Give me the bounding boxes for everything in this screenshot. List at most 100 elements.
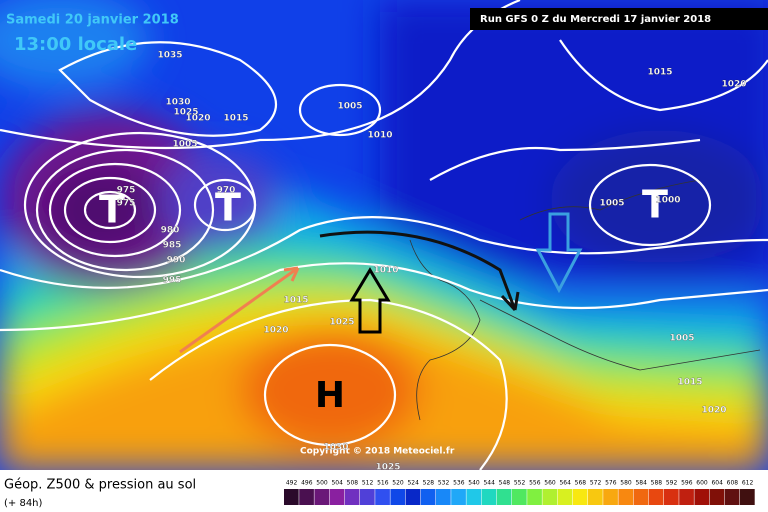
scale-label: 592 — [666, 480, 678, 487]
isobar-label: 995 — [163, 276, 182, 286]
scale-label: 596 — [681, 480, 693, 487]
time-label: 13:00 locale — [14, 34, 137, 55]
isobar-label: 1000 — [655, 196, 680, 206]
scale-cell — [405, 489, 421, 505]
scale-label: 512 — [362, 480, 374, 487]
run-label: Run GFS 0 Z du Mercredi 17 janvier 2018 — [480, 14, 711, 25]
scale-cell — [588, 489, 603, 505]
isobars — [0, 0, 768, 470]
footer-title: Géop. Z500 & pression au sol — [4, 478, 196, 493]
isobar-label: 1010 — [367, 131, 392, 141]
color-scale: 492 496 500 504 508 512 516 520 524 528 532 536 540 5… — [284, 480, 755, 505]
isobar-label: 1010 — [373, 266, 398, 276]
coastlines — [409, 179, 761, 421]
scale-label: 520 — [392, 480, 404, 487]
isobar-label: 985 — [163, 241, 182, 251]
scale-label: 556 — [529, 480, 541, 487]
scale-cell — [466, 489, 482, 505]
scale-label: 504 — [331, 480, 343, 487]
scale-label: 604 — [711, 480, 723, 487]
date-label: Samedi 20 janvier 2018 — [6, 13, 179, 28]
scale-cell — [557, 489, 573, 505]
isobar-label: 980 — [161, 226, 180, 236]
isobar-label: 1035 — [157, 51, 182, 61]
scale-label: 500 — [316, 480, 328, 487]
isobar-label: 1005 — [337, 102, 362, 112]
scale-cell — [664, 489, 679, 505]
scale-cell — [572, 489, 588, 505]
isobar-label: 1020 — [721, 80, 746, 90]
scale-cell — [420, 489, 436, 505]
center-label: H — [315, 375, 345, 416]
scale-label: 564 — [559, 480, 571, 487]
annotations — [179, 212, 583, 354]
scale-label: 536 — [453, 480, 465, 487]
scale-cell — [740, 489, 755, 505]
isobar-label: 975 — [117, 199, 136, 209]
scale-label: 584 — [635, 480, 647, 487]
isobar-label: 1015 — [283, 296, 308, 306]
scale-label: 588 — [651, 480, 663, 487]
isobar-label: 1025 — [329, 318, 354, 328]
scale-cell — [375, 489, 390, 505]
isobar-label: 1005 — [669, 334, 694, 344]
scale-label: 552 — [514, 480, 526, 487]
center-label: T — [99, 188, 125, 232]
footer-lead: (+ 84h) — [4, 498, 43, 509]
scale-label: 572 — [590, 480, 602, 487]
scale-label: 540 — [468, 480, 480, 487]
scale-label: 548 — [499, 480, 511, 487]
scale-label: 608 — [727, 480, 739, 487]
center-label: T — [215, 186, 241, 230]
scale-cell — [512, 489, 527, 505]
scale-cell — [329, 489, 345, 505]
isobar-label: 1020 — [263, 326, 288, 336]
run-box — [470, 8, 768, 30]
scale-cell — [360, 489, 375, 505]
isobar-label: 970 — [217, 186, 236, 196]
scale-cell — [709, 489, 725, 505]
scale-label: 568 — [575, 480, 587, 487]
scale-cell — [527, 489, 542, 505]
scale-cell — [344, 489, 360, 505]
scale-cell — [299, 489, 314, 505]
scale-label: 516 — [377, 480, 389, 487]
scale-cell — [542, 489, 558, 505]
scale-cell — [679, 489, 694, 505]
scale-cell — [648, 489, 664, 505]
isobar-label: 1030 — [323, 443, 348, 453]
scale-cell — [451, 489, 466, 505]
isobar-label: 1025 — [375, 463, 400, 473]
scale-label: 576 — [605, 480, 617, 487]
scale-cell — [633, 489, 649, 505]
center-label: T — [642, 183, 668, 227]
field — [0, 0, 768, 470]
scale-label: 496 — [301, 480, 313, 487]
scale-label: 528 — [423, 480, 435, 487]
scale-label: 612 — [742, 480, 754, 487]
scale-label: 524 — [407, 480, 419, 487]
scale-cell — [724, 489, 740, 505]
isobar-label: 975 — [117, 186, 136, 196]
scale-label: 580 — [620, 480, 632, 487]
isobar-label: 1030 — [165, 98, 190, 108]
isobar-label: 1020 — [701, 406, 726, 416]
isobar-label: 1025 — [173, 108, 198, 118]
scale-cell — [694, 489, 710, 505]
isobar-label: 1015 — [677, 378, 702, 388]
isobar-label: 1015 — [647, 68, 672, 78]
scale-label: 532 — [438, 480, 450, 487]
isobar-label: 1020 — [185, 114, 210, 124]
isobar-label: 1005 — [599, 199, 624, 209]
scale-cell — [436, 489, 451, 505]
scale-cell — [618, 489, 634, 505]
scale-cell — [496, 489, 512, 505]
scale-label: 544 — [483, 480, 495, 487]
scale-cell — [481, 489, 497, 505]
scale-label: 600 — [696, 480, 708, 487]
scale-cell — [284, 489, 299, 505]
pressure-centers: H T T T — [99, 183, 668, 417]
isobar-label: 1015 — [223, 114, 248, 124]
scale-label: 508 — [347, 480, 359, 487]
